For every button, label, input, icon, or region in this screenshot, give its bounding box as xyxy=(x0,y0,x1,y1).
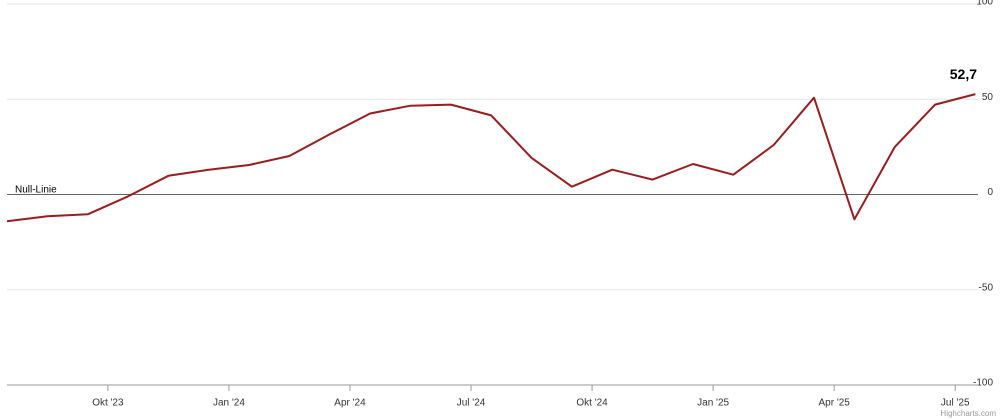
y-tick-label: -50 xyxy=(979,282,994,293)
credit: Highcharts.com xyxy=(940,409,996,418)
x-tick-label: Jan '24 xyxy=(213,398,245,409)
y-tick-label: 50 xyxy=(982,92,994,103)
y-tick-label: -100 xyxy=(973,378,993,389)
x-tick-label: Okt '24 xyxy=(576,398,608,409)
x-tick-label: Okt '23 xyxy=(92,398,124,409)
zero-line-label: Null-Linie xyxy=(15,185,57,196)
y-tick-label: 100 xyxy=(976,0,993,8)
x-tick-label: Jul '24 xyxy=(457,398,486,409)
data-label: 52,7 xyxy=(950,66,977,82)
line-series xyxy=(6,93,976,223)
x-tick-label: Apr '25 xyxy=(818,398,850,409)
y-tick-label: 0 xyxy=(987,187,993,198)
x-tick-label: Jul '25 xyxy=(941,398,970,409)
x-tick-label: Jan '25 xyxy=(697,398,729,409)
x-tick-label: Apr '24 xyxy=(334,398,366,409)
